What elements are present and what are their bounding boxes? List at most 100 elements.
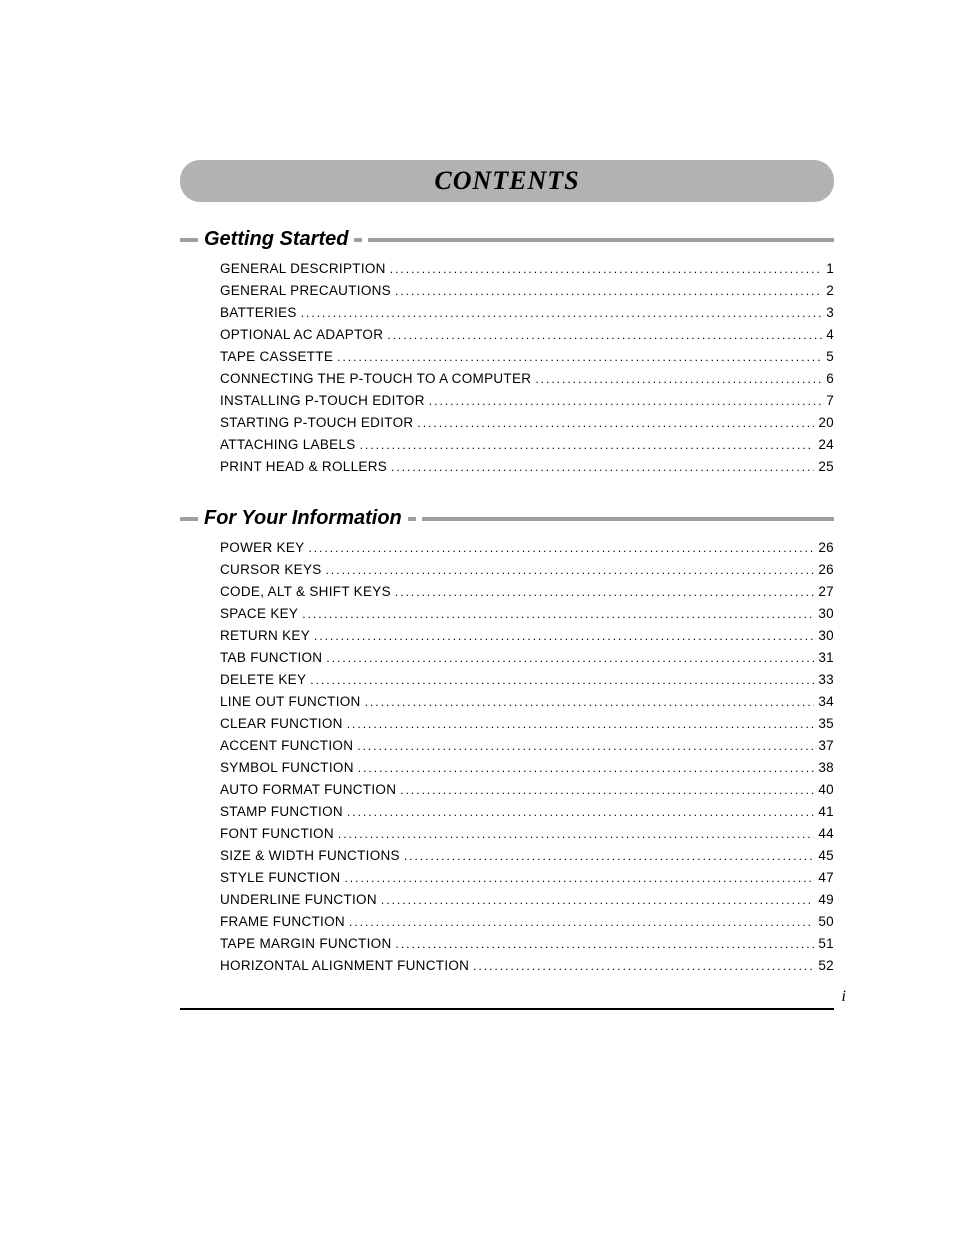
dot-leader xyxy=(357,739,814,753)
toc-entry-label: AUTO FORMAT FUNCTION xyxy=(220,782,396,797)
dot-leader xyxy=(417,416,814,430)
toc-entry-label: GENERAL DESCRIPTION xyxy=(220,261,386,276)
toc-entry-label: FONT FUNCTION xyxy=(220,826,334,841)
dot-leader xyxy=(349,915,814,929)
toc-entry-label: SYMBOL FUNCTION xyxy=(220,760,354,775)
dot-leader xyxy=(337,350,822,364)
section-title: For Your Information xyxy=(204,507,402,530)
toc-entry-page: 5 xyxy=(826,349,834,364)
toc-entry-page: 1 xyxy=(826,261,834,276)
toc-entry-label: OPTIONAL AC ADAPTOR xyxy=(220,327,383,342)
toc-entry-page: 49 xyxy=(818,892,834,907)
dot-leader xyxy=(400,783,814,797)
toc-entry-label: STAMP FUNCTION xyxy=(220,804,343,819)
toc-entry-label: TAPE CASSETTE xyxy=(220,349,333,364)
toc-entry: RETURN KEY 30 xyxy=(220,628,834,650)
toc-entry: STARTING P-TOUCH EDITOR20 xyxy=(220,415,834,437)
toc-entry-label: INSTALLING P-TOUCH EDITOR xyxy=(220,393,425,408)
toc-entry-page: 35 xyxy=(818,716,834,731)
toc-section: Getting StartedGENERAL DESCRIPTION1GENER… xyxy=(180,228,834,481)
dot-leader xyxy=(347,805,814,819)
toc-entry: TAPE MARGIN FUNCTION51 xyxy=(220,936,834,958)
toc-entry-page: 41 xyxy=(818,804,834,819)
toc-entry-page: 30 xyxy=(818,628,834,643)
toc-list: POWER KEY 26 CURSOR KEYS 26 CODE, ALT & SHIF… xyxy=(180,540,834,980)
toc-entry: CLEAR FUNCTION35 xyxy=(220,716,834,738)
section-header: Getting Started xyxy=(180,228,834,251)
toc-entry-label: TAB FUNCTION xyxy=(220,650,322,665)
dot-leader xyxy=(395,585,814,599)
toc-entry-label: STARTING P-TOUCH EDITOR xyxy=(220,415,413,430)
toc-entry-page: 2 xyxy=(826,283,834,298)
dot-leader xyxy=(404,849,815,863)
toc-entry: CURSOR KEYS 26 xyxy=(220,562,834,584)
toc-entry-page: 30 xyxy=(818,606,834,621)
toc-entry-page: 25 xyxy=(818,459,834,474)
dot-leader xyxy=(395,284,822,298)
toc-entry: CONNECTING THE P-TOUCH TO A COMPUTER 6 xyxy=(220,371,834,393)
toc-entry-label: CONNECTING THE P-TOUCH TO A COMPUTER xyxy=(220,371,531,386)
toc-entry-page: 24 xyxy=(818,437,834,452)
toc-entry-label: FRAME FUNCTION xyxy=(220,914,345,929)
title-banner: CONTENTS xyxy=(180,160,834,202)
toc-entry-page: 33 xyxy=(818,672,834,687)
dot-leader xyxy=(347,717,815,731)
toc-entry-label: RETURN KEY xyxy=(220,628,310,643)
toc-entry-page: 52 xyxy=(818,958,834,973)
dot-leader xyxy=(381,893,814,907)
toc-entry-label: ATTACHING LABELS xyxy=(220,437,356,452)
page: CONTENTS Getting Started GENERAL DESCRIPT… xyxy=(0,0,954,1235)
toc-entry-page: 26 xyxy=(818,562,834,577)
dot-leader xyxy=(326,563,815,577)
toc-entry: GENERAL PRECAUTIONS 2 xyxy=(220,283,834,305)
toc-entry: FONT FUNCTION 44 xyxy=(220,826,834,848)
dot-leader xyxy=(360,438,815,452)
dot-leader xyxy=(338,827,814,841)
rule-icon xyxy=(368,238,834,242)
toc-entry-label: PRINT HEAD & ROLLERS xyxy=(220,459,387,474)
dot-leader xyxy=(302,607,814,621)
toc-entry-label: POWER KEY xyxy=(220,540,304,555)
toc-entry-label: ACCENT FUNCTION xyxy=(220,738,353,753)
page-title: CONTENTS xyxy=(180,166,834,196)
page-number: i xyxy=(842,988,846,1006)
dot-leader xyxy=(301,306,822,320)
toc-entry-label: CODE, ALT & SHIFT KEYS xyxy=(220,584,391,599)
toc-entry-page: 3 xyxy=(826,305,834,320)
toc-entry-label: HORIZONTAL ALIGNMENT FUNCTION xyxy=(220,958,469,973)
toc-entry: CODE, ALT & SHIFT KEYS 27 xyxy=(220,584,834,606)
toc-entry-label: DELETE KEY xyxy=(220,672,306,687)
rule-icon xyxy=(408,517,416,521)
rule-icon xyxy=(180,238,198,242)
toc-entry: INSTALLING P-TOUCH EDITOR7 xyxy=(220,393,834,415)
toc-entry-page: 51 xyxy=(818,936,834,951)
toc-entry-page: 34 xyxy=(818,694,834,709)
toc-entry-label: GENERAL PRECAUTIONS xyxy=(220,283,391,298)
dot-leader xyxy=(535,372,822,386)
dot-leader xyxy=(365,695,815,709)
dot-leader xyxy=(391,460,814,474)
toc-entry: STYLE FUNCTION47 xyxy=(220,870,834,892)
toc-entry: SPACE KEY 30 xyxy=(220,606,834,628)
rule-icon xyxy=(422,517,834,521)
toc-entry-label: SPACE KEY xyxy=(220,606,298,621)
toc-entry: LINE OUT FUNCTION34 xyxy=(220,694,834,716)
toc-sections: Getting StartedGENERAL DESCRIPTION1GENER… xyxy=(180,228,834,980)
toc-entry: GENERAL DESCRIPTION 1 xyxy=(220,261,834,283)
toc-entry-label: SIZE & WIDTH FUNCTIONS xyxy=(220,848,400,863)
section-header: For Your Information xyxy=(180,507,834,530)
toc-entry-page: 40 xyxy=(818,782,834,797)
toc-entry: AUTO FORMAT FUNCTION 40 xyxy=(220,782,834,804)
dot-leader xyxy=(429,394,822,408)
toc-entry-label: CURSOR KEYS xyxy=(220,562,322,577)
toc-entry: BATTERIES3 xyxy=(220,305,834,327)
toc-entry-page: 6 xyxy=(826,371,834,386)
toc-entry-page: 44 xyxy=(818,826,834,841)
dot-leader xyxy=(396,937,815,951)
toc-entry: SYMBOL FUNCTION38 xyxy=(220,760,834,782)
dot-leader xyxy=(390,262,822,276)
toc-entry-page: 27 xyxy=(818,584,834,599)
footer-rule: i xyxy=(180,1008,834,1010)
toc-section: For Your InformationPOWER KEY26CURSOR KE… xyxy=(180,507,834,980)
toc-entry-page: 26 xyxy=(818,540,834,555)
